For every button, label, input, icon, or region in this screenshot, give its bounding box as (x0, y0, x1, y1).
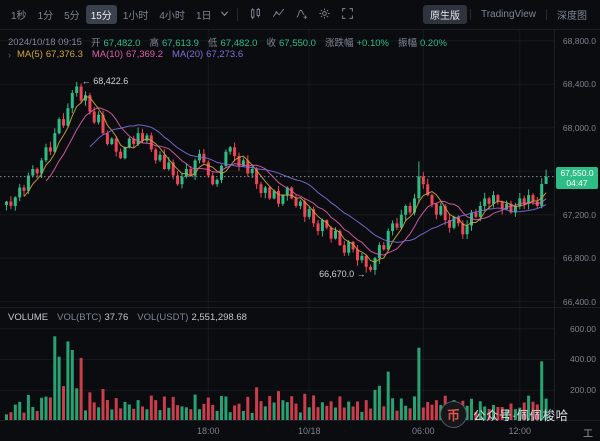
chevron-down-icon (220, 9, 229, 21)
price-axis-label-5: 67,200.0 (562, 209, 596, 220)
more-intervals-button[interactable] (218, 7, 231, 23)
volume-panel: VOLUME VOL(BTC) 37.76 VOL(USDT) 2,551,298.6… (0, 307, 554, 421)
time-axis-label-2: 10/18 (297, 426, 321, 436)
chart-mode-tabs: 原生版 TradingView 深度图 (422, 5, 594, 24)
last-price-badge: 67,550.0 04:47 (556, 166, 598, 190)
last-price-value: 67,550.0 (560, 167, 594, 178)
volume-chart-canvas[interactable] (0, 308, 554, 421)
toolbar-icons (244, 5, 359, 24)
price-axis-label-7: 66,400.0 (562, 296, 596, 307)
tab-divider (469, 9, 471, 20)
fullscreen-button[interactable] (338, 5, 357, 24)
volume-axis-label-2: 400.00 (570, 354, 596, 365)
tab-3[interactable]: 深度图 (557, 11, 587, 22)
price-axis-label-1: 68,800.0 (562, 35, 596, 46)
volume-axis[interactable]: 600.00 400.00 200.00 (554, 307, 600, 420)
line-chart-button[interactable] (269, 5, 288, 24)
price-axis-label-2: 68,400.0 (562, 79, 596, 90)
price-axis-label-3: 68,000.0 (562, 122, 596, 133)
timeframe-button-7[interactable]: 1日 (195, 11, 212, 22)
tab-2[interactable]: TradingView (480, 9, 536, 20)
candlestick-button[interactable] (246, 5, 265, 24)
candlestick-icon (249, 7, 262, 23)
timeframe-button-6[interactable]: 4小时 (159, 11, 185, 22)
indicators-icon (295, 7, 308, 23)
timeframe-group: 1秒 1分 5分 15分 1小时 4小时 1日 (6, 5, 218, 24)
tab-1[interactable]: 原生版 (422, 5, 467, 24)
timeframe-button-5[interactable]: 1小时 (122, 11, 149, 22)
main-chart-canvas[interactable] (0, 30, 554, 307)
watermark-text: 公众号·佩佩梭哈 (473, 409, 569, 423)
time-axis[interactable]: 工 18:00 10/18 06:00 12:00 (0, 420, 600, 441)
indicators-button[interactable] (292, 5, 311, 24)
main-chart-panel: 2024/10/18 09:15 开 67,482.0 高 67,613.9 低 67,4… (0, 30, 554, 307)
axis-corner-mark: 工 (583, 429, 593, 440)
toolbar-divider (236, 8, 238, 21)
time-axis-label-1: 18:00 (197, 426, 220, 436)
line-chart-icon (272, 7, 285, 23)
fullscreen-icon (341, 7, 354, 23)
volume-axis-label-3: 200.00 (570, 385, 596, 396)
timeframe-button-1[interactable]: 1秒 (11, 11, 27, 22)
chart-toolbar: 1秒 1分 5分 15分 1小时 4小时 1日 原生版 TradingView 深度图 (0, 0, 600, 30)
price-axis-label-6: 66,800.0 (562, 253, 596, 264)
timeframe-button-4[interactable]: 15分 (85, 5, 117, 24)
time-axis-label-3: 06:00 (412, 426, 435, 436)
tab-divider (546, 9, 547, 20)
watermark: 币 公众号·佩佩梭哈 (440, 401, 569, 428)
timeframe-button-2[interactable]: 1分 (37, 11, 54, 22)
watermark-logo: 币 (440, 401, 467, 428)
timeframe-button-3[interactable]: 5分 (64, 11, 80, 22)
time-axis-label-4: 12:00 (508, 426, 532, 436)
candle-countdown: 04:47 (566, 177, 588, 188)
price-axis[interactable]: 67,550.0 04:47 68,800.0 68,400.0 68,000.0 6… (554, 30, 600, 307)
settings-button[interactable] (315, 5, 334, 24)
volume-axis-label-1: 600.00 (570, 323, 596, 334)
settings-icon (318, 7, 331, 23)
